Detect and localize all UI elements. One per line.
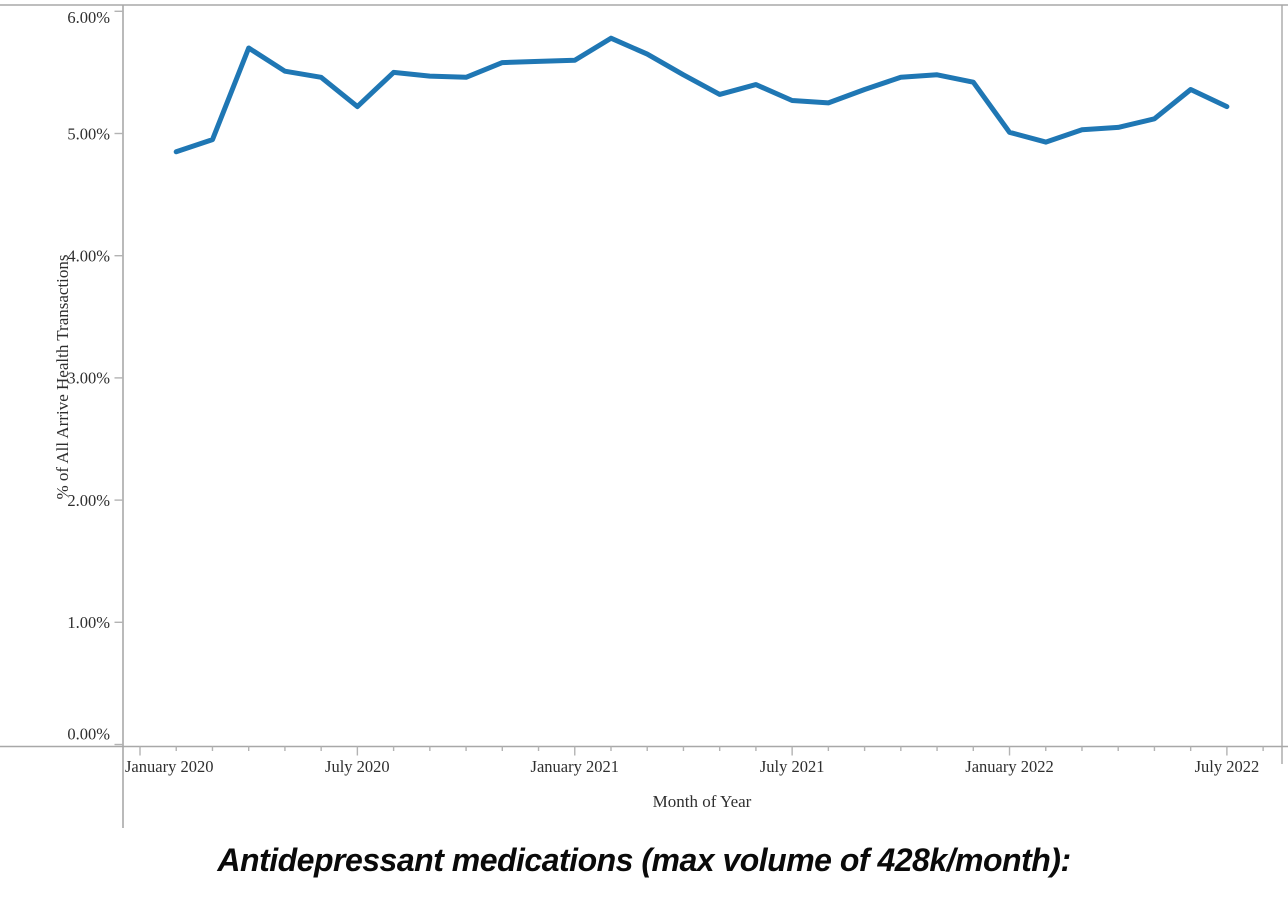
y-tick-label: 3.00% bbox=[67, 369, 110, 388]
y-tick-label: 4.00% bbox=[67, 246, 110, 265]
caption: Antidepressant medications (max volume o… bbox=[217, 842, 1071, 878]
y-tick-label: 6.00% bbox=[67, 8, 110, 27]
x-tick-label: January 2020 bbox=[125, 757, 213, 776]
x-axis-title: Month of Year bbox=[653, 792, 752, 811]
x-tick-label: July 2021 bbox=[760, 757, 825, 776]
y-tick-label: 0.00% bbox=[67, 724, 110, 743]
x-axis-ticks: January 2020 July 2020 January 2021 July 20… bbox=[125, 746, 1264, 776]
y-tick-label: 1.00% bbox=[67, 613, 110, 632]
x-tick-label: July 2022 bbox=[1195, 757, 1260, 776]
y-tick-label: 5.00% bbox=[67, 124, 110, 143]
series-group bbox=[173, 35, 1230, 155]
y-axis-ticks: 0.00% 1.00% 2.00% 3.00% 4.00% 5.00% 6.00% bbox=[67, 8, 123, 746]
y-tick-label: 2.00% bbox=[67, 491, 110, 510]
x-tick-label: July 2020 bbox=[325, 757, 390, 776]
x-tick-label: January 2022 bbox=[965, 757, 1053, 776]
series-line bbox=[173, 35, 1230, 155]
x-tick-label: January 2021 bbox=[531, 757, 619, 776]
y-axis-title: % of All Arrive Health Transactions bbox=[53, 254, 72, 499]
